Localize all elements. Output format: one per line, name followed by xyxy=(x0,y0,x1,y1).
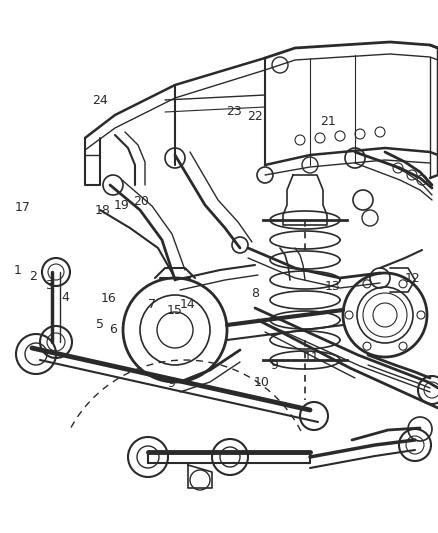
Text: 7: 7 xyxy=(148,298,156,311)
Text: 21: 21 xyxy=(320,115,336,128)
Text: 23: 23 xyxy=(226,106,242,118)
Text: 18: 18 xyxy=(95,204,111,217)
Text: 17: 17 xyxy=(15,201,31,214)
Text: 5: 5 xyxy=(96,318,104,330)
Text: 20: 20 xyxy=(133,195,149,208)
Text: 11: 11 xyxy=(304,351,320,364)
Text: 10: 10 xyxy=(254,376,270,389)
Text: 24: 24 xyxy=(92,94,108,107)
Text: 9: 9 xyxy=(167,377,175,390)
Text: 22: 22 xyxy=(247,110,263,123)
Text: 16: 16 xyxy=(101,292,117,305)
Text: 12: 12 xyxy=(405,272,420,285)
Text: 6: 6 xyxy=(109,323,117,336)
Text: 9: 9 xyxy=(270,359,278,372)
Text: 4: 4 xyxy=(61,291,69,304)
Text: 1: 1 xyxy=(14,264,21,277)
Text: 15: 15 xyxy=(166,304,182,317)
Text: 13: 13 xyxy=(325,280,341,293)
Text: 19: 19 xyxy=(114,199,130,212)
Text: 8: 8 xyxy=(251,287,259,300)
Text: 14: 14 xyxy=(180,298,195,311)
Text: 2: 2 xyxy=(29,270,37,282)
Text: 3: 3 xyxy=(45,279,53,292)
